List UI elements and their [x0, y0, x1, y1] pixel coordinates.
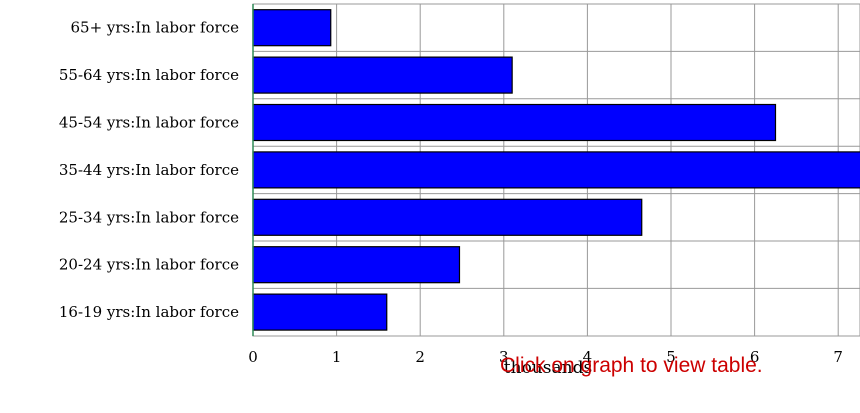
click-to-view-table-note[interactable]: Click on graph to view table. — [500, 354, 763, 377]
category-label: 35-44 yrs:In labor force — [59, 161, 239, 179]
bar — [252, 293, 388, 331]
bar — [252, 246, 461, 284]
category-label: 65+ yrs:In labor force — [70, 19, 239, 37]
bar — [252, 151, 860, 189]
category-label: 45-54 yrs:In labor force — [59, 114, 239, 132]
bars — [252, 9, 860, 331]
x-tick-label: 5 — [666, 348, 676, 366]
category-label: 16-19 yrs:In labor force — [59, 303, 239, 321]
x-tick-label: 3 — [499, 348, 509, 366]
category-label: 20-24 yrs:In labor force — [59, 256, 239, 274]
x-tick-label: 0 — [248, 348, 258, 366]
category-label: 25-34 yrs:In labor force — [59, 208, 239, 226]
bar — [252, 198, 643, 236]
x-axis-title: thousands — [504, 358, 592, 378]
x-tick-label: 1 — [332, 348, 342, 366]
category-label: 55-64 yrs:In labor force — [59, 66, 239, 84]
labels: 0 1 2 3 4 5 6 7 65+ yrs:In labor force 55-64 yrs:… — [59, 19, 843, 366]
bar — [252, 103, 777, 142]
x-tick-label: 7 — [833, 348, 843, 366]
bar — [252, 9, 332, 47]
x-tick-label: 2 — [415, 348, 425, 366]
x-tick-label: 6 — [750, 348, 760, 366]
bar — [252, 56, 513, 94]
x-tick-label: 4 — [583, 348, 593, 366]
